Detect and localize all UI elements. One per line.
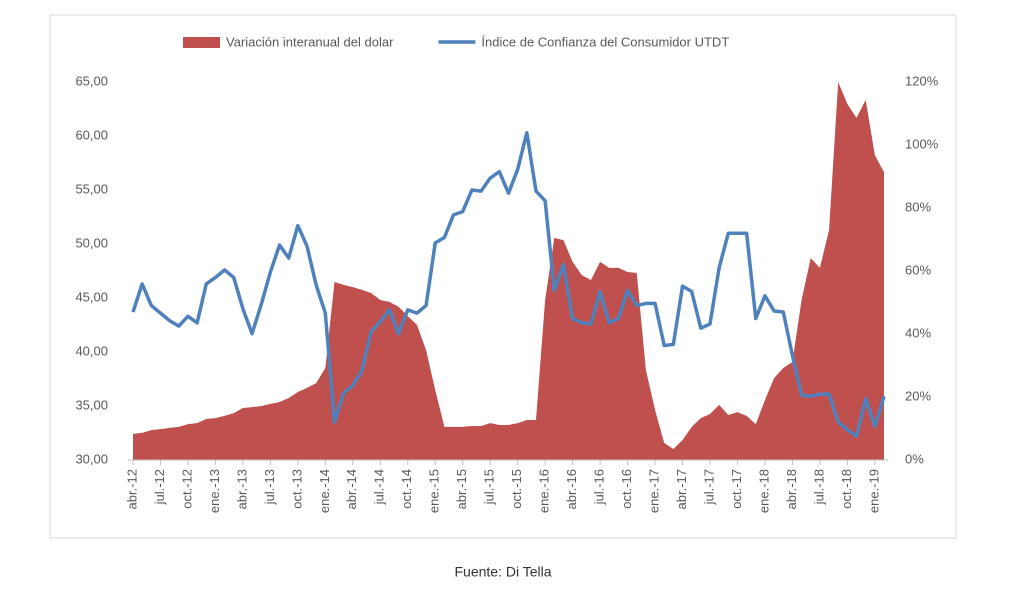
x-tick-label: jul.-12 [152, 469, 167, 505]
y2-tick-label: 0% [905, 451, 924, 466]
x-tick-label: abr.-16 [564, 469, 579, 509]
x-tick-label: ene.-14 [317, 469, 332, 513]
y-tick-label: 45,00 [75, 289, 108, 304]
y-tick-label: 40,00 [75, 343, 108, 358]
legend-label: Índice de Confianza del Consumidor UTDT [481, 34, 729, 49]
y-tick-label: 65,00 [75, 73, 108, 88]
x-tick-label: ene.-15 [427, 469, 442, 513]
legend-swatch [183, 37, 220, 48]
x-tick-label: oct.-17 [729, 469, 744, 509]
x-tick-label: oct.-12 [179, 469, 194, 509]
y2-tick-label: 100% [905, 136, 939, 151]
y-tick-label: 35,00 [75, 397, 108, 412]
x-tick-label: oct.-18 [839, 469, 854, 509]
x-tick-label: abr.-18 [784, 469, 799, 509]
x-tick-label: jul.-15 [482, 469, 497, 505]
source-note: Fuente: Di Tella [454, 564, 551, 580]
x-tick-label: oct.-13 [289, 469, 304, 509]
x-tick-label: jul.-14 [372, 469, 387, 505]
x-tick-label: oct.-14 [399, 469, 414, 509]
x-tick-label: oct.-16 [619, 469, 634, 509]
y2-tick-label: 60% [905, 262, 931, 277]
x-tick-label: ene.-19 [866, 469, 881, 513]
x-tick-label: jul.-18 [811, 469, 826, 505]
x-tick-label: oct.-15 [509, 469, 524, 509]
x-tick-label: abr.-12 [124, 469, 139, 509]
x-tick-label: ene.-18 [756, 469, 771, 513]
x-tick-label: abr.-14 [344, 469, 359, 509]
area [133, 82, 884, 460]
x-tick-label: ene.-17 [646, 469, 661, 513]
y-tick-label: 50,00 [75, 235, 108, 250]
x-tick-label: abr.-15 [454, 469, 469, 509]
y2-tick-label: 40% [905, 325, 931, 340]
y-tick-label: 30,00 [75, 451, 108, 466]
y2-tick-label: 20% [905, 388, 931, 403]
y-tick-label: 60,00 [75, 127, 108, 142]
y2-tick-label: 120% [905, 73, 939, 88]
x-tick-label: ene.-16 [537, 469, 552, 513]
x-tick-label: jul.-17 [701, 469, 716, 505]
x-tick-label: abr.-17 [674, 469, 689, 509]
x-tick-label: abr.-13 [234, 469, 249, 509]
y-tick-label: 55,00 [75, 181, 108, 196]
legend-label: Variación interanual del dolar [226, 34, 394, 49]
x-tick-label: jul.-13 [262, 469, 277, 505]
y2-tick-label: 80% [905, 199, 931, 214]
x-tick-label: jul.-16 [592, 469, 607, 505]
x-tick-label: ene.-13 [207, 469, 222, 513]
line [131, 131, 886, 438]
